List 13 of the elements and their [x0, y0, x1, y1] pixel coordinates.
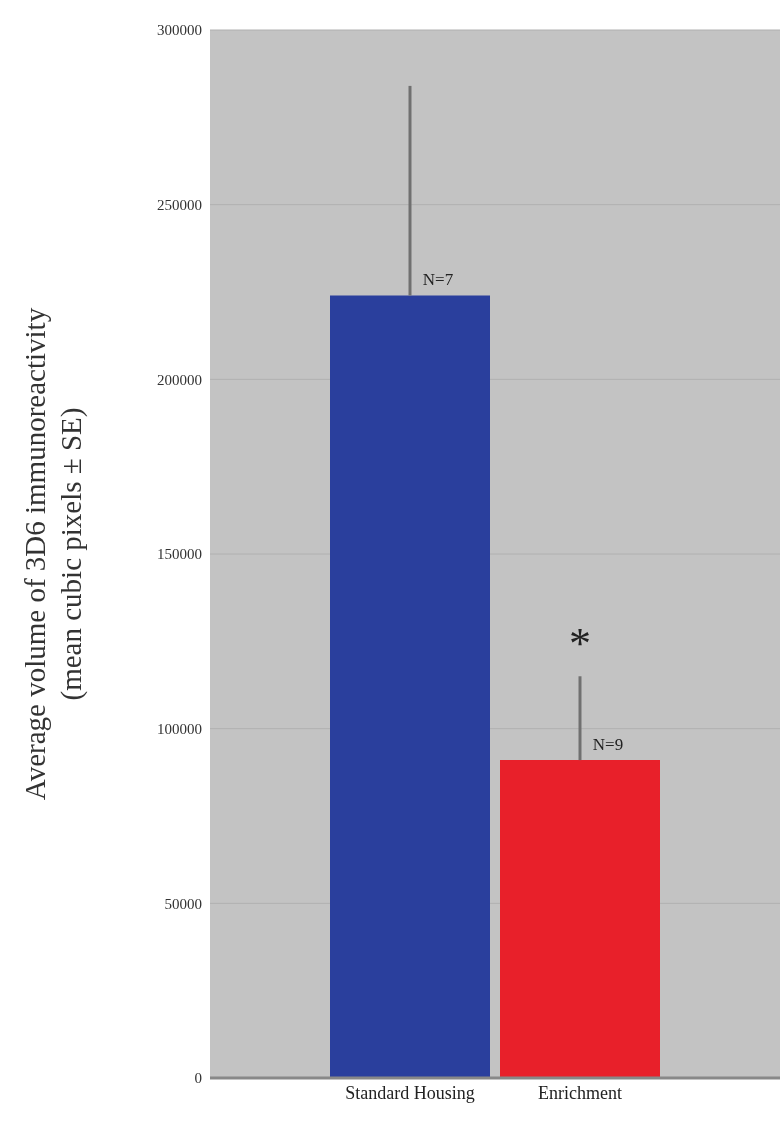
x-tick-label: Enrichment — [538, 1082, 622, 1103]
y-tick-label: 0 — [194, 1070, 202, 1087]
y-axis-title: Average volume of 3D6 immunoreactivity (mean cubic pixels ± SE) — [19, 307, 88, 801]
y-tick-label: 100000 — [157, 720, 202, 737]
annotation: * — [569, 619, 591, 669]
annotation: N=9 — [592, 735, 624, 755]
y-tick-label: 150000 — [157, 546, 202, 563]
y-tick-label: 50000 — [164, 895, 202, 912]
y-tick-label: 300000 — [157, 22, 202, 39]
y-tick-label: 250000 — [157, 196, 202, 213]
annotation: N=7 — [422, 270, 454, 290]
y-tick-label: 200000 — [157, 371, 202, 388]
x-tick-label: Standard Housing — [345, 1082, 475, 1103]
